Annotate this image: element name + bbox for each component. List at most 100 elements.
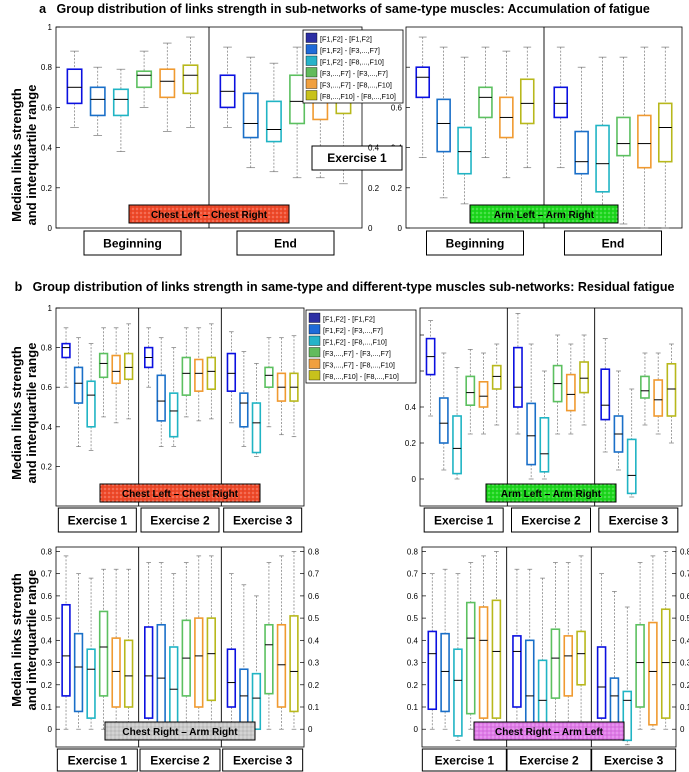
y-tick-label: 0.2 bbox=[391, 184, 403, 193]
exercise-1-marker-box bbox=[311, 145, 403, 171]
group-label: Exercise 3 bbox=[609, 514, 669, 528]
y-tick-label: 0 bbox=[412, 475, 417, 484]
y-tick-label: 0.2 bbox=[41, 184, 53, 193]
box-iqr bbox=[427, 630, 438, 711]
box-iqr bbox=[465, 375, 476, 406]
box-iqr bbox=[579, 361, 589, 394]
y-tick-label-right: 0.2 bbox=[368, 184, 380, 193]
legend-swatch bbox=[305, 55, 318, 66]
box-iqr bbox=[600, 368, 611, 421]
y-tick-label-right: 0.6 bbox=[680, 592, 689, 601]
y-tick-label: 1 bbox=[48, 304, 53, 313]
y-tick-label: 0.7 bbox=[407, 570, 419, 579]
box-iqr bbox=[239, 392, 249, 428]
box-iqr bbox=[440, 632, 450, 713]
box-iqr bbox=[596, 646, 607, 719]
y-tick-label-right: 0.8 bbox=[680, 547, 689, 556]
y-tick-label: 0.4 bbox=[41, 423, 53, 432]
plot-frame-b-top-left bbox=[55, 307, 305, 507]
group-label: Beginning bbox=[103, 237, 162, 251]
y-tick-label: 0.5 bbox=[407, 614, 419, 623]
group-label: Exercise 2 bbox=[521, 514, 581, 528]
y-tick-label: 0.3 bbox=[41, 659, 53, 668]
box-iqr bbox=[86, 648, 96, 719]
box-iqr bbox=[452, 415, 462, 475]
box-iqr bbox=[457, 126, 472, 175]
box-iqr bbox=[265, 100, 282, 143]
plot-frame-b-bottom-right bbox=[421, 546, 677, 748]
exercise-1-marker-label: Exercise 1 bbox=[327, 151, 387, 165]
group-label-box bbox=[139, 748, 221, 772]
y-tick-label: 0.4 bbox=[407, 636, 419, 645]
box-iqr bbox=[61, 603, 71, 697]
chart-title: Arm Left – Arm Right bbox=[501, 489, 602, 500]
box-iqr bbox=[111, 354, 121, 385]
y-tick-label-right: 0.5 bbox=[680, 614, 689, 623]
group-label-box bbox=[223, 507, 303, 533]
y-tick-label: 0.3 bbox=[407, 659, 419, 668]
box-iqr bbox=[112, 88, 129, 117]
box-iqr bbox=[86, 380, 96, 428]
group-label-box bbox=[222, 748, 304, 772]
box-iqr bbox=[635, 623, 645, 708]
box-iqr bbox=[491, 364, 502, 390]
box-iqr bbox=[98, 610, 109, 697]
y-tick-label: 0 bbox=[398, 224, 403, 233]
y-tick-label-right: 0.2 bbox=[308, 681, 320, 690]
y-tick-label-right: 0.1 bbox=[680, 703, 689, 712]
y-tick-label: 0.6 bbox=[41, 103, 53, 112]
y-tick-label-right: 0.4 bbox=[308, 636, 320, 645]
y-tick-label: 0.6 bbox=[41, 592, 53, 601]
box-iqr bbox=[98, 352, 109, 379]
legend-label: [F1,F2] - [F1,F2] bbox=[320, 35, 372, 44]
box-iqr bbox=[206, 617, 216, 702]
chart-title-banner bbox=[104, 721, 256, 741]
y-tick-label-right: 0.4 bbox=[368, 144, 380, 153]
box-iqr bbox=[653, 379, 664, 417]
legend-label: [F1,F2] - [F8,...,F10] bbox=[323, 338, 387, 347]
box-iqr bbox=[276, 623, 287, 708]
panel-b-letter: b bbox=[14, 280, 23, 294]
y-tick-label: 0.8 bbox=[41, 63, 53, 72]
box-iqr bbox=[519, 78, 535, 125]
legend-swatch bbox=[305, 67, 318, 78]
legend-label: [F3,...,F7] - [F8,...,F10] bbox=[323, 361, 395, 370]
box-iqr bbox=[513, 346, 523, 408]
y-tick-label: 0.7 bbox=[41, 570, 53, 579]
chart-title: Chest Left – Chest Right bbox=[122, 489, 239, 500]
y-tick-label: 0.2 bbox=[41, 462, 53, 471]
box-iqr bbox=[194, 358, 204, 392]
panel-b-title-text: Group distribution of links strength in … bbox=[32, 280, 675, 294]
legend-swatch bbox=[305, 32, 318, 43]
y-tick-label-right: 0.7 bbox=[680, 570, 689, 579]
y-tick-label: 0.8 bbox=[41, 344, 53, 353]
box-iqr bbox=[478, 380, 489, 408]
legend-label: [F3,...,F7] - [F3,...,F7] bbox=[320, 69, 388, 78]
chart-title-banner bbox=[99, 483, 261, 503]
y-tick-label: 1 bbox=[48, 23, 53, 32]
box-iqr bbox=[206, 356, 216, 390]
y-tick-label-right: 0.6 bbox=[308, 592, 320, 601]
plot-frame-b-top-right bbox=[419, 307, 683, 507]
group-label-box bbox=[564, 230, 662, 256]
box-iqr bbox=[73, 632, 84, 713]
box-iqr bbox=[242, 92, 259, 139]
legend-box bbox=[305, 309, 417, 384]
y-tick-label-right: 0 bbox=[368, 224, 373, 233]
group-label-box bbox=[57, 507, 137, 533]
legend-label: [F1,F2] - [F3,...,F7] bbox=[323, 326, 383, 335]
plot-frame-b-bottom-left bbox=[55, 546, 305, 748]
box-iqr bbox=[169, 392, 179, 438]
group-label: Exercise 3 bbox=[233, 514, 293, 528]
legend-swatch bbox=[308, 324, 321, 335]
group-label-box bbox=[426, 230, 524, 256]
box-iqr bbox=[622, 690, 633, 742]
box-iqr bbox=[194, 617, 204, 708]
chart-title: Chest Right – Arm Right bbox=[122, 727, 238, 738]
group-label: Exercise 2 bbox=[150, 754, 210, 768]
group-label-box bbox=[83, 230, 182, 256]
y-tick-label-right: 0.5 bbox=[308, 614, 320, 623]
legend-swatch bbox=[308, 358, 321, 369]
group-label-box bbox=[236, 230, 335, 256]
